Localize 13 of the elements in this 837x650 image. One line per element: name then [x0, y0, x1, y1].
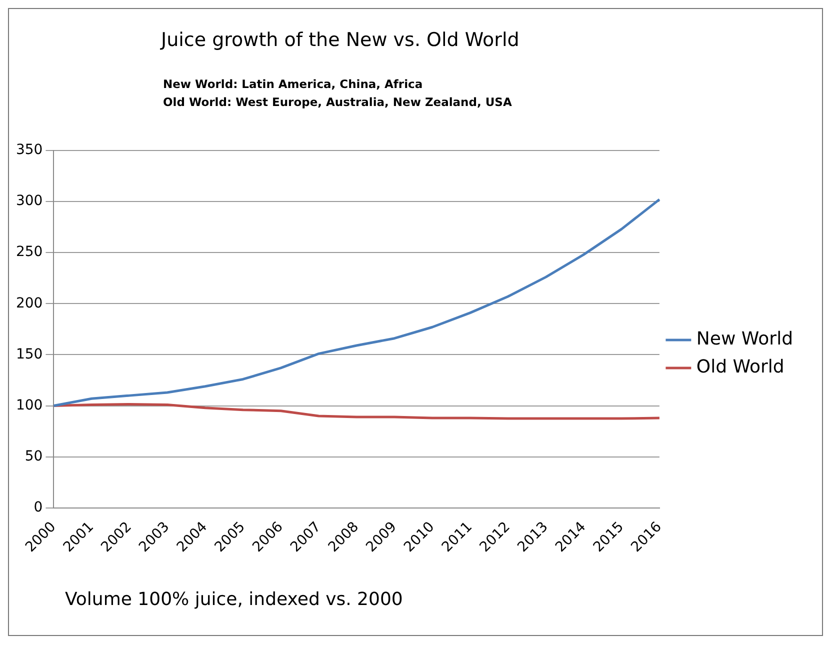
y-tick-label: 300 — [16, 193, 43, 210]
chart-title: Juice growth of the New vs. Old World — [161, 29, 520, 51]
y-tick-label: 50 — [24, 448, 43, 464]
legend-label: Old World — [696, 356, 784, 378]
y-tick-label: 0 — [34, 500, 43, 516]
y-tick-label: 250 — [16, 244, 43, 260]
y-tick-label: 200 — [16, 295, 43, 312]
y-tick-label: 350 — [16, 142, 43, 158]
text: Volume 100% juice, indexed vs. 2000 — [65, 589, 403, 610]
legend-label: New World — [696, 328, 794, 350]
y-tick-label: 150 — [16, 346, 43, 362]
chart-subtitle: New World: Latin America, China, Africa Old World: West Europe, Australia, New Zealand, USA — [163, 76, 512, 111]
y-tick-label: 100 — [16, 397, 43, 414]
